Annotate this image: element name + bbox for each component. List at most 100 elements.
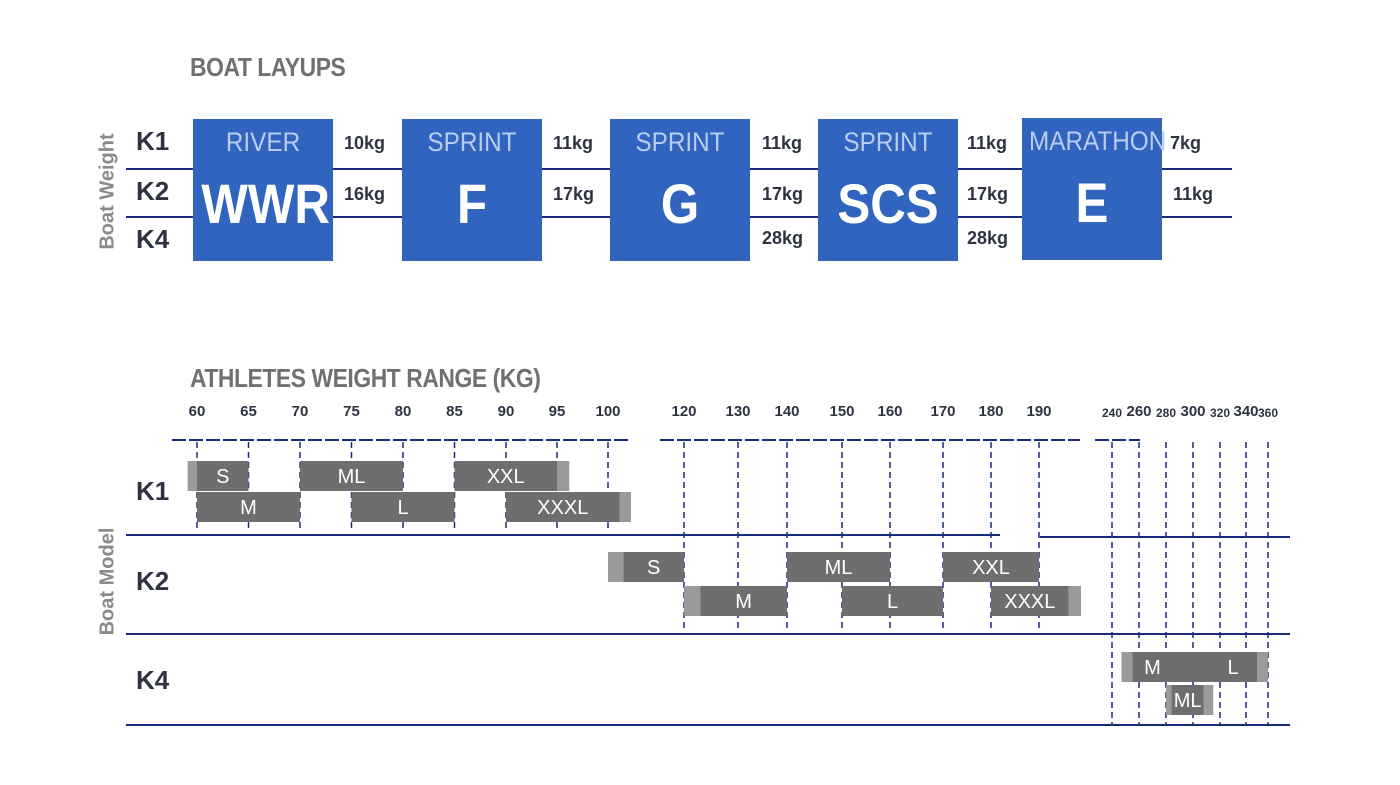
layup-box-f: SPRINT F: [402, 119, 542, 261]
range-bar-xxl: [943, 552, 1039, 582]
weight-g-k2: 17kg: [762, 184, 804, 204]
weight-wwr-k1: 10kg: [344, 133, 386, 153]
weight-range-title: ATHLETES WEIGHT RANGE (KG): [190, 363, 541, 393]
tick-label: 140: [774, 403, 800, 420]
layup-category: SPRINT: [843, 127, 933, 157]
range-bar-label: ML: [338, 466, 366, 488]
range-bar-label: ML: [1174, 690, 1202, 712]
range-bar-ml: [787, 552, 890, 582]
range-bar-extension: [1166, 685, 1172, 715]
layup-box-scs: SPRINT SCS: [818, 119, 958, 261]
layup-code: F: [456, 172, 488, 235]
layup-box-wwr: RIVER WWR: [193, 119, 333, 261]
range-bar-m: [197, 492, 300, 522]
range-bar-m: [1132, 652, 1193, 682]
layup-category: SPRINT: [635, 127, 725, 157]
range-bar-extension: [557, 461, 570, 491]
range-bar-label: XXXL: [537, 497, 588, 519]
range-bar-label: ML: [825, 557, 853, 579]
layup-code: SCS: [837, 172, 939, 235]
weight-wwr-k2: 16kg: [344, 184, 386, 204]
range-bar-m: [700, 586, 787, 616]
tick-label: 160: [877, 403, 903, 420]
weight-e-k2: 11kg: [1173, 184, 1214, 204]
weight-g-k1: 11kg: [762, 133, 803, 153]
layup-category: RIVER: [225, 127, 301, 157]
range-bar-s: [197, 461, 249, 491]
layup-category: SPRINT: [427, 127, 517, 157]
tick-label: 190: [1026, 403, 1052, 420]
range-bar-l: [842, 586, 943, 616]
range-bar-label: XXL: [972, 557, 1010, 579]
range-bar-extension: [1068, 586, 1081, 616]
range-bar-ml: [1171, 685, 1204, 715]
model-row-label-k4: K4: [136, 665, 170, 695]
layup-code: E: [1075, 171, 1109, 234]
range-bar-label: S: [216, 466, 229, 488]
layup-code: G: [660, 172, 700, 235]
layup-row-label-k2: K2: [136, 176, 170, 206]
weight-scs-k2: 17kg: [967, 184, 1009, 204]
tick-label: 240: [1101, 406, 1123, 420]
tick-label: 130: [725, 403, 751, 420]
range-bar-extension: [1257, 652, 1268, 682]
tick-label: 360: [1257, 406, 1279, 420]
tick-label: 300: [1180, 403, 1206, 420]
weight-scs-k1: 11kg: [967, 133, 1008, 153]
range-bar-xxl: [454, 461, 557, 491]
range-bar-extension: [1121, 652, 1133, 682]
range-bar-label: M: [240, 497, 257, 519]
model-row-label-k1: K1: [136, 476, 170, 506]
range-bar-extension: [608, 552, 624, 582]
model-row-label-k2: K2: [136, 566, 170, 596]
tick-label: 70: [291, 403, 309, 420]
layup-category: MARATHON: [1029, 126, 1167, 156]
range-bar-xxxl: [991, 586, 1069, 616]
range-bar-ml: [300, 461, 403, 491]
range-bar-label: M: [735, 591, 752, 613]
range-bar-l: [351, 492, 455, 522]
tick-label: 90: [497, 403, 515, 420]
range-bar-s: [623, 552, 684, 582]
tick-label: 100: [595, 403, 621, 420]
tick-label: 95: [548, 403, 566, 420]
range-bar-label: S: [647, 557, 660, 579]
tick-label: 80: [394, 403, 412, 420]
range-bar-label: L: [1227, 657, 1238, 679]
range-bar-label: M: [1144, 657, 1161, 679]
weight-f-k1: 11kg: [553, 133, 594, 153]
tick-label: 60: [188, 403, 206, 420]
tick-label: 75: [343, 403, 360, 420]
tick-label: 280: [1155, 406, 1177, 420]
layup-row-label-k4: K4: [136, 224, 170, 254]
tick-label: 340: [1233, 403, 1259, 420]
layup-row-label-k1: K1: [136, 126, 170, 156]
layup-box-g: SPRINT G: [610, 119, 750, 261]
tick-label: 170: [930, 403, 956, 420]
tick-label: 65: [240, 403, 257, 420]
tick-label: 260: [1126, 403, 1152, 420]
range-bar-xxxl: [506, 492, 620, 522]
weight-f-k2: 17kg: [553, 184, 595, 204]
tick-label: 120: [671, 403, 697, 420]
weight-e-k1: 7kg: [1170, 133, 1202, 153]
weight-g-k4: 28kg: [762, 228, 804, 248]
layups-title: BOAT LAYUPS: [190, 52, 346, 82]
range-bar-label: L: [397, 497, 408, 519]
range-bar-extension: [187, 461, 197, 491]
layup-box-e: MARATHON E: [1022, 118, 1167, 260]
range-bar-label: XXXL: [1004, 591, 1055, 613]
range-bar-extension: [684, 586, 701, 616]
range-bar-label: XXL: [487, 466, 525, 488]
range-bar-extension: [1203, 685, 1214, 715]
range-bar-extension: [619, 492, 631, 522]
weight-scs-k4: 28kg: [967, 228, 1009, 248]
layup-code: WWR: [201, 172, 331, 235]
range-bar-label: L: [887, 591, 898, 613]
tick-label: 320: [1209, 406, 1231, 420]
tick-label: 150: [829, 403, 855, 420]
tick-label: 180: [978, 403, 1004, 420]
tick-label: 85: [446, 403, 463, 420]
range-bar-l: [1193, 652, 1257, 682]
